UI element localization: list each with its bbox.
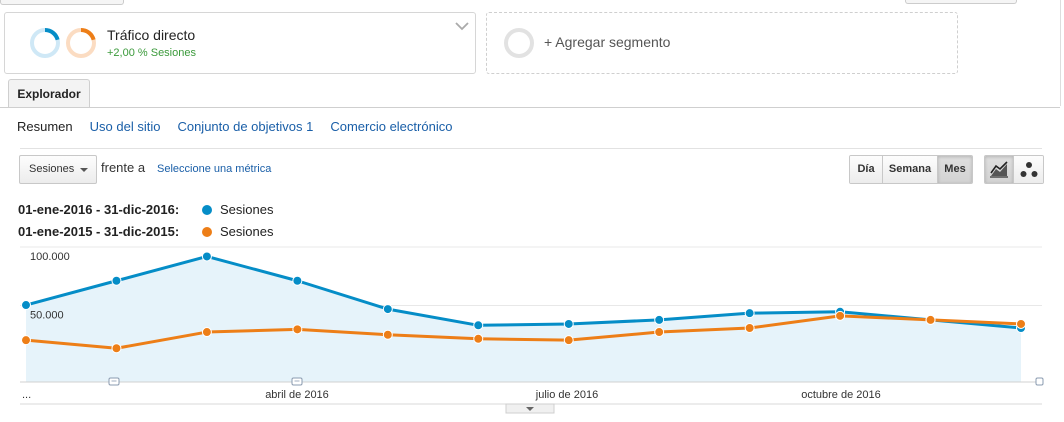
legend-dot-2015: [202, 226, 212, 237]
subnav-item-conjunto-objetivos[interactable]: Conjunto de objetivos 1: [177, 119, 314, 134]
data-point-2016-5[interactable]: [382, 304, 393, 315]
top-toolbar-button-right[interactable]: [905, 0, 1017, 4]
data-point-2016-1[interactable]: [21, 300, 31, 311]
series-2016-area: [26, 256, 1021, 382]
segment-ring-blue-icon: [30, 28, 60, 58]
data-point-2016-9[interactable]: [744, 308, 755, 319]
data-point-2015-12[interactable]: [1016, 318, 1026, 329]
segment-card-direct-traffic[interactable]: Tráfico directo +2,00 % Sesiones: [4, 12, 476, 74]
motion-chart-icon: [1020, 161, 1037, 177]
metric-dropdown-value: Sesiones: [29, 163, 75, 175]
data-point-2015-1[interactable]: [21, 335, 31, 346]
data-point-2015-5[interactable]: [382, 329, 393, 340]
data-point-2016-4[interactable]: [292, 275, 303, 286]
annotation-marker-icon[interactable]: [108, 377, 120, 386]
subnav-item-uso-del-sitio[interactable]: Uso del sitio: [89, 119, 161, 134]
subnav-item-resumen[interactable]: Resumen: [17, 119, 73, 134]
chevron-down-icon: [526, 407, 534, 411]
versus-label: frente a: [101, 160, 146, 175]
segment-ring-orange-icon: [66, 28, 96, 58]
select-metric-link[interactable]: Seleccione una métrica: [157, 163, 272, 175]
x-tick-label-4: octubre de 2016: [801, 389, 881, 401]
data-point-2015-3[interactable]: [201, 327, 212, 338]
y-tick-label-100000: 100.000: [30, 251, 70, 263]
legend-series-2016: Sesiones: [220, 202, 274, 217]
legend-range-2015: 01-ene-2015 - 31-dic-2015:: [18, 224, 180, 239]
x-tick-label-1: ...: [22, 389, 31, 401]
data-point-2015-2[interactable]: [111, 343, 122, 354]
data-point-2015-9[interactable]: [744, 323, 755, 333]
tab-explorer[interactable]: Explorador: [8, 79, 90, 108]
caret-down-icon: [80, 168, 88, 172]
data-point-2016-3[interactable]: [201, 251, 212, 262]
metric-dropdown[interactable]: Sesiones: [19, 155, 97, 184]
annotation-marker-icon[interactable]: [1035, 377, 1044, 386]
report-subnav: Resumen Uso del sitio Conjunto de objeti…: [17, 119, 452, 134]
x-tick-label-3: julio de 2016: [535, 389, 598, 401]
legend-dot-2016: [202, 204, 212, 215]
series-2015-line: [25, 314, 1022, 350]
data-point-2015-8[interactable]: [654, 327, 665, 338]
data-point-2015-7[interactable]: [563, 335, 574, 346]
chart-view-toggle: [984, 155, 1044, 184]
period-week-button[interactable]: Semana: [883, 156, 938, 183]
empty-segment-ring-icon: [504, 28, 534, 58]
add-segment-button[interactable]: + Agregar segmento: [486, 12, 958, 74]
period-month-button[interactable]: Mes: [938, 156, 972, 183]
data-point-2015-10[interactable]: [835, 310, 846, 321]
legend-row-2015: 01-ene-2015 - 31-dic-2015: Sesiones: [18, 224, 273, 239]
y-tick-label-50000: 50.000: [30, 310, 64, 322]
x-tick-label-2: abril de 2016: [265, 389, 329, 401]
data-point-2015-4[interactable]: [292, 324, 303, 335]
series-2016-line: [25, 254, 1022, 330]
legend-range-2016: 01-ene-2016 - 31-dic-2016:: [18, 202, 180, 217]
line-chart-view-button[interactable]: [985, 156, 1014, 183]
tab-baseline: [0, 107, 1060, 108]
legend-row-2016: 01-ene-2016 - 31-dic-2016: Sesiones: [18, 202, 273, 217]
panel-edge: [1060, 0, 1061, 106]
segment-subtitle: +2,00 % Sesiones: [107, 47, 196, 59]
sessions-line-chart: 100.000 50.000... abril de 2016 julio de 20…: [20, 246, 1044, 414]
subnav-item-comercio-electronico[interactable]: Comercio electrónico: [330, 119, 453, 134]
annotation-marker-icon[interactable]: [291, 377, 303, 386]
legend-series-2015: Sesiones: [220, 224, 274, 239]
segment-title: Tráfico directo: [107, 27, 196, 43]
data-point-2016-8[interactable]: [654, 314, 665, 325]
add-segment-label: + Agregar segmento: [544, 34, 671, 50]
data-point-2016-7[interactable]: [563, 318, 574, 329]
data-point-2016-2[interactable]: [111, 275, 122, 286]
period-toggle: Día Semana Mes: [849, 155, 973, 184]
section-divider: [20, 148, 1042, 149]
line-chart-icon: [990, 160, 1008, 178]
motion-chart-view-button[interactable]: [1014, 156, 1043, 183]
data-point-2016-6[interactable]: [473, 320, 484, 331]
chevron-down-icon[interactable]: [453, 19, 471, 33]
period-day-button[interactable]: Día: [850, 156, 883, 183]
data-point-2015-11[interactable]: [925, 314, 936, 325]
data-point-2015-6[interactable]: [473, 333, 484, 344]
top-toolbar-button-left[interactable]: [0, 0, 124, 5]
